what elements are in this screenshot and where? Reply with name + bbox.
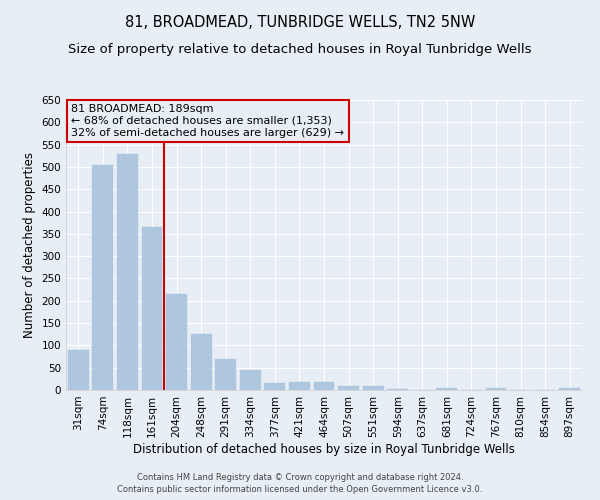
- Bar: [436, 388, 457, 390]
- Bar: [166, 294, 187, 390]
- Bar: [338, 386, 359, 390]
- Bar: [362, 386, 383, 390]
- Bar: [265, 383, 286, 390]
- Bar: [387, 388, 408, 390]
- Text: 81 BROADMEAD: 189sqm
← 68% of detached houses are smaller (1,353)
32% of semi-de: 81 BROADMEAD: 189sqm ← 68% of detached h…: [71, 104, 344, 138]
- Bar: [289, 382, 310, 390]
- Y-axis label: Number of detached properties: Number of detached properties: [23, 152, 36, 338]
- Text: 81, BROADMEAD, TUNBRIDGE WELLS, TN2 5NW: 81, BROADMEAD, TUNBRIDGE WELLS, TN2 5NW: [125, 15, 475, 30]
- Text: Size of property relative to detached houses in Royal Tunbridge Wells: Size of property relative to detached ho…: [68, 42, 532, 56]
- Bar: [485, 388, 506, 390]
- Bar: [314, 382, 334, 390]
- Bar: [240, 370, 261, 390]
- Text: Contains public sector information licensed under the Open Government Licence v3: Contains public sector information licen…: [118, 485, 482, 494]
- Bar: [92, 164, 113, 390]
- Bar: [142, 227, 163, 390]
- Bar: [68, 350, 89, 390]
- Bar: [117, 154, 138, 390]
- Bar: [191, 334, 212, 390]
- Text: Contains HM Land Registry data © Crown copyright and database right 2024.: Contains HM Land Registry data © Crown c…: [137, 472, 463, 482]
- X-axis label: Distribution of detached houses by size in Royal Tunbridge Wells: Distribution of detached houses by size …: [133, 442, 515, 456]
- Bar: [559, 388, 580, 390]
- Bar: [215, 359, 236, 390]
